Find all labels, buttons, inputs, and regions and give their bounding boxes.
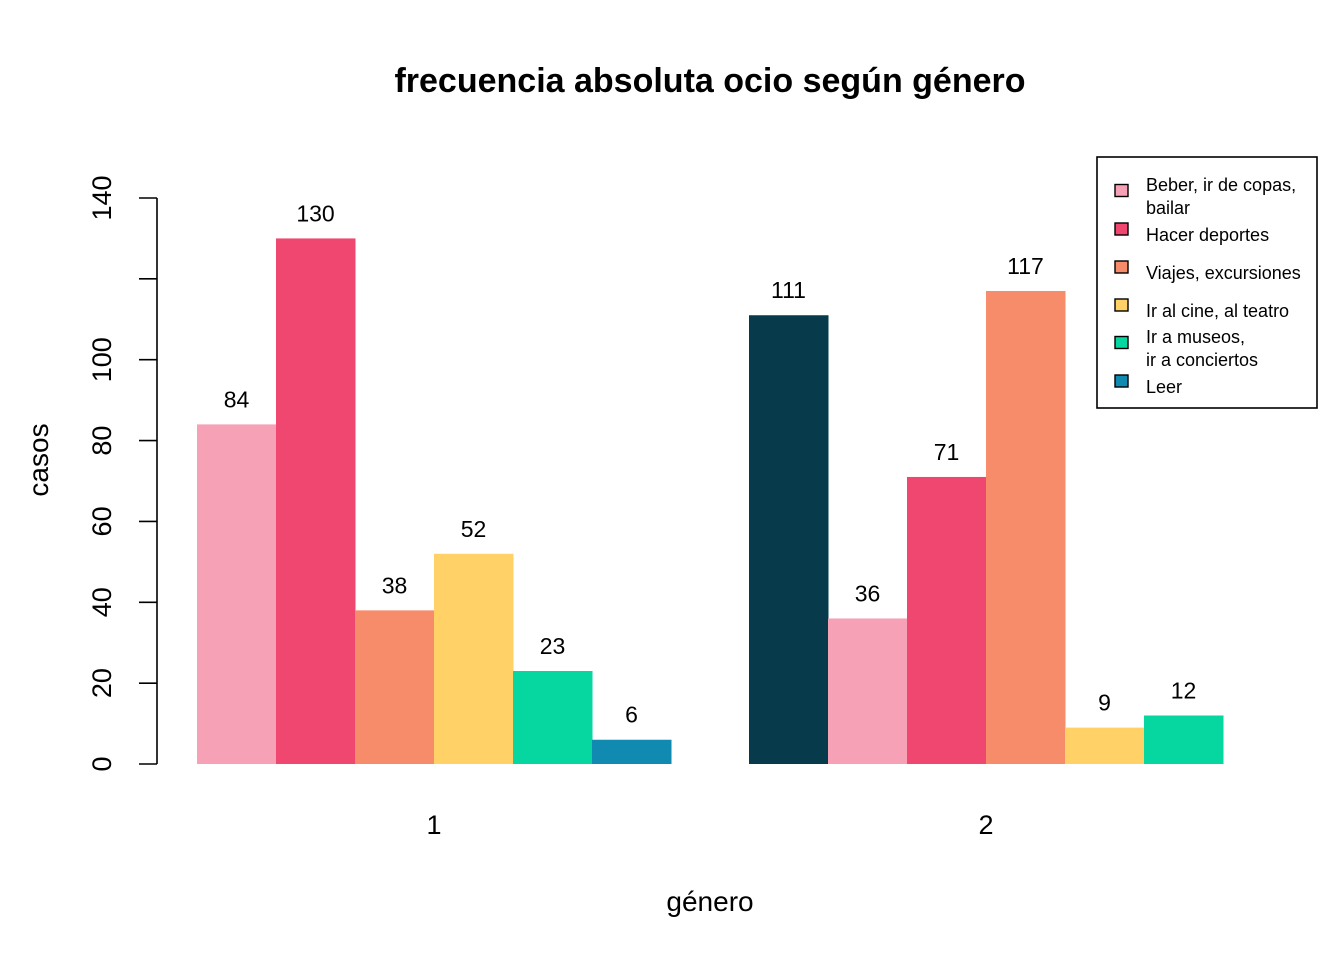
y-tick-label: 20	[87, 668, 117, 698]
bar-value-label: 117	[1007, 253, 1044, 279]
x-group-label-1: 1	[426, 810, 441, 840]
legend-label: ir a conciertos	[1146, 350, 1258, 370]
bar-value-label: 52	[461, 516, 487, 542]
bar-g1-3	[355, 610, 435, 764]
legend-label: Hacer deportes	[1146, 225, 1269, 245]
y-axis: 0 20 40 60 80 100 140	[87, 175, 158, 772]
x-axis-label: género	[666, 886, 753, 917]
legend-label: Ir a museos,	[1146, 327, 1245, 347]
bar-g1-5	[513, 671, 593, 764]
legend-label: Viajes, excursiones	[1146, 263, 1301, 283]
bar-g2-1	[749, 315, 829, 764]
bar-value-label: 36	[855, 580, 881, 606]
bar-value-label: 130	[296, 200, 334, 226]
legend-swatch	[1114, 222, 1129, 236]
bar-value-label: 6	[625, 702, 638, 728]
y-tick-label: 80	[87, 426, 117, 456]
y-tick-label: 140	[87, 175, 117, 220]
chart-title: frecuencia absoluta ocio según género	[394, 62, 1025, 100]
bar-value-label: 71	[934, 439, 960, 465]
legend-label: bailar	[1146, 198, 1190, 218]
legend-swatch	[1114, 183, 1129, 198]
bar-g1-4	[434, 553, 514, 764]
bar-g2-2	[828, 618, 908, 764]
bar-g1-1	[197, 424, 277, 764]
bar-g2-5	[1065, 727, 1145, 764]
x-group-label-2: 2	[978, 810, 993, 840]
y-tick-label: 60	[87, 506, 117, 536]
bar-g2-4	[986, 290, 1066, 764]
bar-g2-6	[1144, 715, 1224, 764]
y-tick-label: 40	[87, 587, 117, 617]
bar-value-label: 111	[771, 277, 806, 303]
y-tick-label: 0	[87, 756, 117, 771]
bar-g2-3	[907, 476, 987, 764]
bar-g1-2	[276, 238, 356, 764]
legend-box	[1096, 156, 1318, 409]
legend-swatch	[1114, 298, 1129, 312]
bar-g1-6	[592, 739, 672, 764]
bar-value-label: 12	[1171, 677, 1197, 703]
y-tick-label: 100	[87, 337, 117, 382]
bar-value-label: 84	[224, 386, 250, 412]
legend: Beber, ir de copas, bailar Hacer deportes V…	[1096, 156, 1318, 409]
bars-layer: 84 130 38 52 23 6 111 36 71 117 9 12	[197, 200, 1224, 764]
legend-label: Ir al cine, al teatro	[1146, 301, 1289, 321]
legend-label: Beber, ir de copas,	[1146, 175, 1296, 195]
legend-swatch	[1114, 335, 1129, 350]
bar-value-label: 38	[382, 572, 408, 598]
bar-value-label: 9	[1098, 690, 1111, 716]
y-axis-label: casos	[23, 423, 54, 496]
bar-value-label: 23	[540, 633, 566, 659]
legend-swatch	[1114, 374, 1129, 388]
legend-label: Leer	[1146, 377, 1182, 397]
legend-swatch	[1114, 260, 1129, 274]
